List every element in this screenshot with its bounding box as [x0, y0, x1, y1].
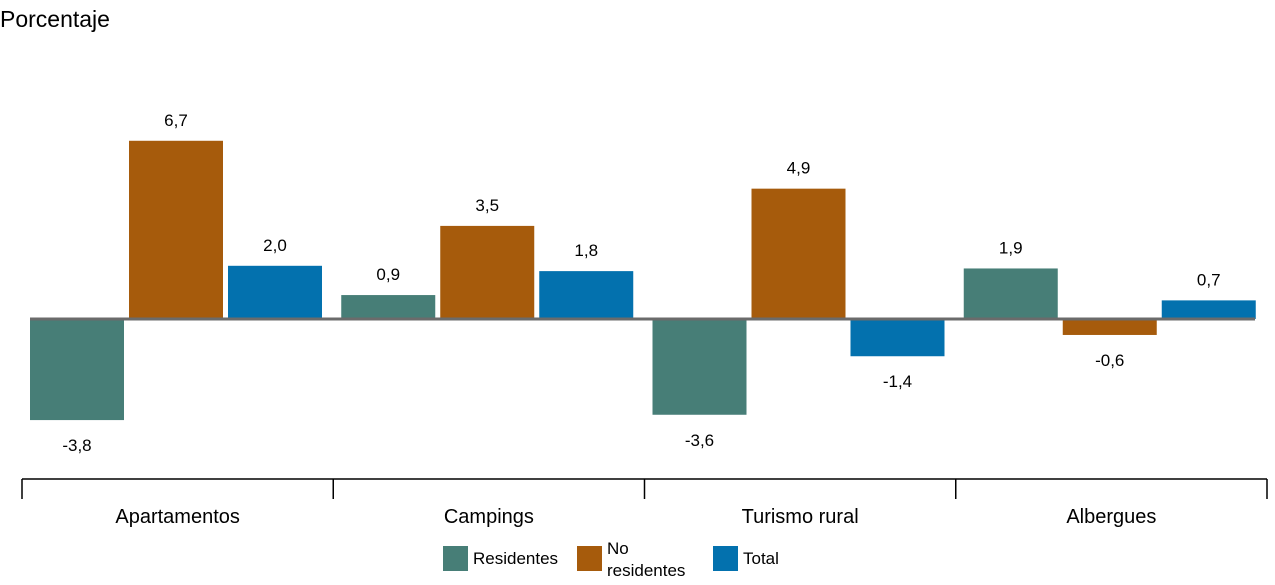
- data-label-apartamentos-no-residentes: 6,7: [164, 111, 188, 130]
- value-labels-group: -3,8 6,7 2,0 0,9 3,5 1,8 -3,6 4,9 -1,4 1,9 -0,6 0,7: [62, 111, 1220, 455]
- category-label-albergues: Albergues: [1066, 506, 1156, 528]
- data-label-albergues-no-residentes: -0,6: [1095, 351, 1124, 370]
- legend-swatch-no-residentes: [577, 546, 602, 571]
- bar-apartamentos-residentes: [30, 319, 124, 421]
- legend-label-total: Total: [743, 549, 779, 568]
- legend-item-total: Total: [713, 538, 779, 571]
- bar-turismo-rural-no-residentes: [751, 188, 846, 319]
- bar-apartamentos-no-residentes: [129, 140, 223, 319]
- legend-label-residentes: Residentes: [473, 549, 559, 568]
- category-axis: Apartamentos Campings Turismo rural Albergu…: [21, 478, 1268, 528]
- data-label-albergues-total: 0,7: [1197, 270, 1221, 289]
- bar-campings-residentes: [341, 295, 436, 319]
- bar-apartamentos-total: [228, 265, 322, 319]
- y-axis-title: Porcentaje: [0, 6, 110, 32]
- bar-campings-total: [539, 271, 634, 319]
- legend: Residentes No residentes Total: [0, 538, 1275, 585]
- data-label-apartamentos-total: 2,0: [263, 236, 287, 255]
- bar-turismo-rural-residentes: [652, 319, 747, 415]
- bar-albergues-total: [1161, 300, 1256, 319]
- bar-albergues-no-residentes: [1062, 319, 1157, 335]
- legend-swatch-residentes: [443, 546, 468, 571]
- legend-label-no-residentes: No residentes: [607, 539, 686, 580]
- bars-group: [30, 140, 1256, 421]
- legend-swatch-total: [713, 546, 738, 571]
- data-label-campings-total: 1,8: [574, 241, 598, 260]
- category-label-turismo-rural: Turismo rural: [742, 506, 859, 528]
- data-label-turismo-rural-residentes: -3,6: [685, 431, 714, 450]
- data-label-campings-no-residentes: 3,5: [475, 196, 499, 215]
- data-label-campings-residentes: 0,9: [376, 265, 400, 284]
- category-label-campings: Campings: [444, 506, 534, 528]
- data-label-albergues-residentes: 1,9: [999, 238, 1023, 257]
- bar-albergues-residentes: [963, 268, 1058, 319]
- bar-campings-no-residentes: [440, 225, 535, 319]
- legend-item-no-residentes: No residentes: [577, 538, 702, 582]
- data-label-turismo-rural-total: -1,4: [883, 372, 912, 391]
- legend-item-residentes: Residentes: [443, 538, 558, 571]
- data-label-turismo-rural-no-residentes: 4,9: [787, 159, 811, 178]
- bar-turismo-rural-total: [850, 319, 945, 357]
- data-label-apartamentos-residentes: -3,8: [62, 436, 91, 455]
- category-label-apartamentos: Apartamentos: [115, 506, 240, 528]
